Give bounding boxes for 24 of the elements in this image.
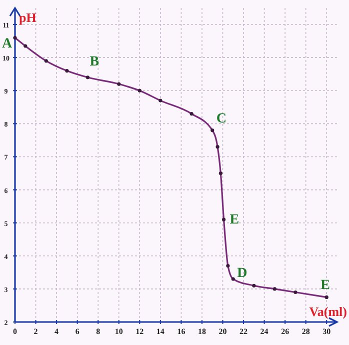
annotation: A: [2, 36, 13, 52]
annotation: C: [216, 111, 226, 126]
x-tick-label: 20: [218, 327, 227, 336]
x-tick-label: 14: [156, 327, 164, 336]
x-tick-label: 2: [34, 327, 38, 336]
annotation: D: [237, 266, 248, 282]
x-axis-title: Va(ml): [309, 304, 347, 319]
annotation: B: [90, 54, 100, 70]
x-tick-label: 4: [54, 327, 59, 336]
x-tick-label: 26: [281, 327, 290, 336]
x-tick-label: 6: [75, 327, 80, 336]
x-tick-label: 28: [302, 327, 310, 336]
x-tick-label: 0: [13, 327, 17, 336]
annotation: E: [230, 212, 240, 228]
x-tick-label: 18: [198, 327, 206, 336]
x-tick-label: 22: [240, 327, 248, 336]
x-tick-label: 12: [136, 327, 144, 336]
x-tick-label: 16: [177, 327, 186, 336]
y-axis-title: pH: [19, 10, 36, 25]
x-tick-label: 24: [260, 327, 268, 336]
x-tick-label: 30: [322, 327, 331, 336]
x-tick-label: 8: [96, 327, 100, 336]
x-tick-label: 10: [114, 327, 123, 336]
annotation: E: [320, 278, 330, 294]
